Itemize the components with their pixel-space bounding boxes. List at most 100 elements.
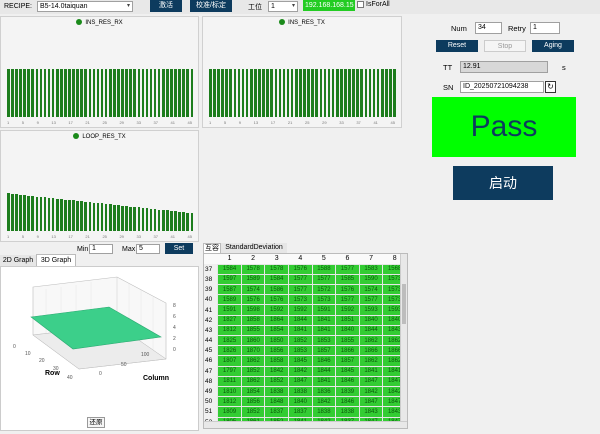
table-cell[interactable]: 1583	[358, 263, 384, 275]
table-cell[interactable]: 1577	[358, 294, 384, 306]
table-cell[interactable]: 1837	[264, 406, 289, 418]
table-cell[interactable]: 1850	[264, 334, 289, 347]
table-cell[interactable]: 1852	[288, 334, 313, 347]
refresh-icon[interactable]: ↻	[545, 81, 556, 93]
table-cell[interactable]: 1841	[311, 324, 337, 337]
table-cell[interactable]: 1860	[240, 334, 266, 347]
table-cell[interactable]: 1858	[264, 355, 289, 367]
table-cell[interactable]: 1838	[335, 406, 360, 418]
tab-standard-deviation[interactable]: StandardDeviation	[221, 243, 287, 253]
table-cell[interactable]: 1574	[240, 284, 266, 296]
table-cell[interactable]: 1589	[217, 294, 242, 306]
scrollbar-thumb[interactable]	[402, 284, 406, 324]
station-select[interactable]: 1 ▾	[268, 1, 298, 12]
restore-button[interactable]: 还原	[87, 417, 105, 428]
table-cell[interactable]: 1848	[264, 396, 289, 408]
table-cell[interactable]: 1838	[288, 385, 313, 398]
sn-input[interactable]: ID_20250721094238	[460, 81, 544, 93]
table-cell[interactable]: 1588	[311, 263, 337, 275]
table-cell[interactable]: 1856	[240, 396, 266, 408]
table-cell[interactable]: 1853	[311, 334, 337, 347]
table-cell[interactable]: 1577	[335, 294, 360, 306]
table-cell[interactable]: 1797	[217, 365, 242, 377]
table-cell[interactable]: 1576	[240, 294, 266, 306]
table-cell[interactable]: 1578	[264, 263, 289, 275]
tab-mutual-capacitance[interactable]: 互容	[203, 243, 221, 254]
table-cell[interactable]: 1840	[335, 324, 360, 337]
start-button[interactable]: 启动	[453, 166, 553, 200]
table-cell[interactable]: 1854	[240, 385, 266, 398]
table-cell[interactable]: 1852	[264, 375, 289, 387]
table-cell[interactable]: 1584	[264, 273, 289, 286]
table-cell[interactable]: 1842	[358, 385, 384, 398]
table-cell[interactable]: 1847	[358, 396, 384, 408]
table-cell[interactable]: 1586	[264, 284, 289, 296]
calibrate-button[interactable]: 校准/标定	[190, 0, 232, 12]
retry-input[interactable]: 1	[530, 22, 560, 34]
table-cell[interactable]: 1845	[288, 355, 313, 367]
table-cell[interactable]: 1862	[358, 355, 384, 367]
table-cell[interactable]: 1587	[217, 284, 242, 296]
table-cell[interactable]: 1812	[217, 324, 242, 337]
reset-button[interactable]: Reset	[436, 40, 478, 52]
table-cell[interactable]: 1844	[311, 365, 337, 377]
table-cell[interactable]: 1870	[240, 345, 266, 357]
table-cell[interactable]: 1856	[264, 345, 289, 357]
table-cell[interactable]: 1827	[217, 314, 242, 326]
table-cell[interactable]: 1853	[288, 345, 313, 357]
aging-button[interactable]: Aging	[532, 40, 574, 52]
table-cell[interactable]: 1842	[311, 396, 337, 408]
activate-button[interactable]: 激活	[150, 0, 182, 12]
table-cell[interactable]: 1838	[264, 385, 289, 398]
table-cell[interactable]: 1857	[311, 345, 337, 357]
table-cell[interactable]: 1857	[335, 355, 360, 367]
table-cell[interactable]: 1842	[288, 365, 313, 377]
table-cell[interactable]: 1592	[335, 304, 360, 316]
table-cell[interactable]: 1841	[311, 375, 337, 387]
table-cell[interactable]: 1846	[311, 355, 337, 367]
table-cell[interactable]: 1855	[335, 334, 360, 347]
table-cell[interactable]: 1576	[264, 294, 289, 306]
table-cell[interactable]: 1858	[240, 314, 266, 326]
num-input[interactable]: 34	[475, 22, 502, 34]
tab-3d-graph[interactable]: 3D Graph	[36, 254, 76, 266]
table-cell[interactable]: 1852	[240, 365, 266, 377]
table-cell[interactable]: 1591	[311, 304, 337, 316]
table-cell[interactable]: 1847	[358, 375, 384, 387]
stop-button[interactable]: Stop	[484, 40, 526, 52]
isforall-checkbox[interactable]	[357, 1, 364, 8]
table-cell[interactable]: 1573	[288, 294, 313, 306]
table-cell[interactable]: 1577	[335, 263, 360, 275]
table-cell[interactable]: 1845	[335, 365, 360, 377]
max-input[interactable]: 5	[136, 244, 160, 254]
table-cell[interactable]: 1866	[358, 345, 384, 357]
table-cell[interactable]: 1844	[358, 324, 384, 337]
table-cell[interactable]: 1836	[311, 385, 337, 398]
table-cell[interactable]: 1839	[335, 385, 360, 398]
table-cell[interactable]: 1864	[264, 314, 289, 326]
table-cell[interactable]: 1590	[358, 273, 384, 286]
table-cell[interactable]: 1837	[288, 406, 313, 418]
set-button[interactable]: Set	[165, 243, 193, 254]
table-cell[interactable]: 1866	[335, 345, 360, 357]
table-cell[interactable]: 1592	[288, 304, 313, 316]
table-cell[interactable]: 1826	[217, 345, 242, 357]
table-cell[interactable]: 1862	[358, 334, 384, 347]
table-cell[interactable]: 1577	[288, 284, 313, 296]
table-cell[interactable]: 1598	[240, 304, 266, 316]
table-cell[interactable]: 1851	[335, 314, 360, 326]
table-cell[interactable]: 1584	[217, 263, 242, 275]
table-cell[interactable]: 1576	[288, 263, 313, 275]
table-cell[interactable]: 1852	[240, 406, 266, 418]
vertical-scrollbar[interactable]	[400, 254, 407, 428]
table-cell[interactable]: 1807	[217, 355, 242, 367]
table-cell[interactable]: 1593	[358, 304, 384, 316]
table-cell[interactable]: 1812	[217, 396, 242, 408]
table-cell[interactable]: 1840	[288, 396, 313, 408]
min-input[interactable]: 1	[89, 244, 113, 254]
table-cell[interactable]: 1589	[240, 273, 266, 286]
table-cell[interactable]: 1809	[217, 406, 242, 418]
table-cell[interactable]: 1840	[358, 314, 384, 326]
table-cell[interactable]: 1846	[335, 375, 360, 387]
table-cell[interactable]: 1574	[358, 284, 384, 296]
